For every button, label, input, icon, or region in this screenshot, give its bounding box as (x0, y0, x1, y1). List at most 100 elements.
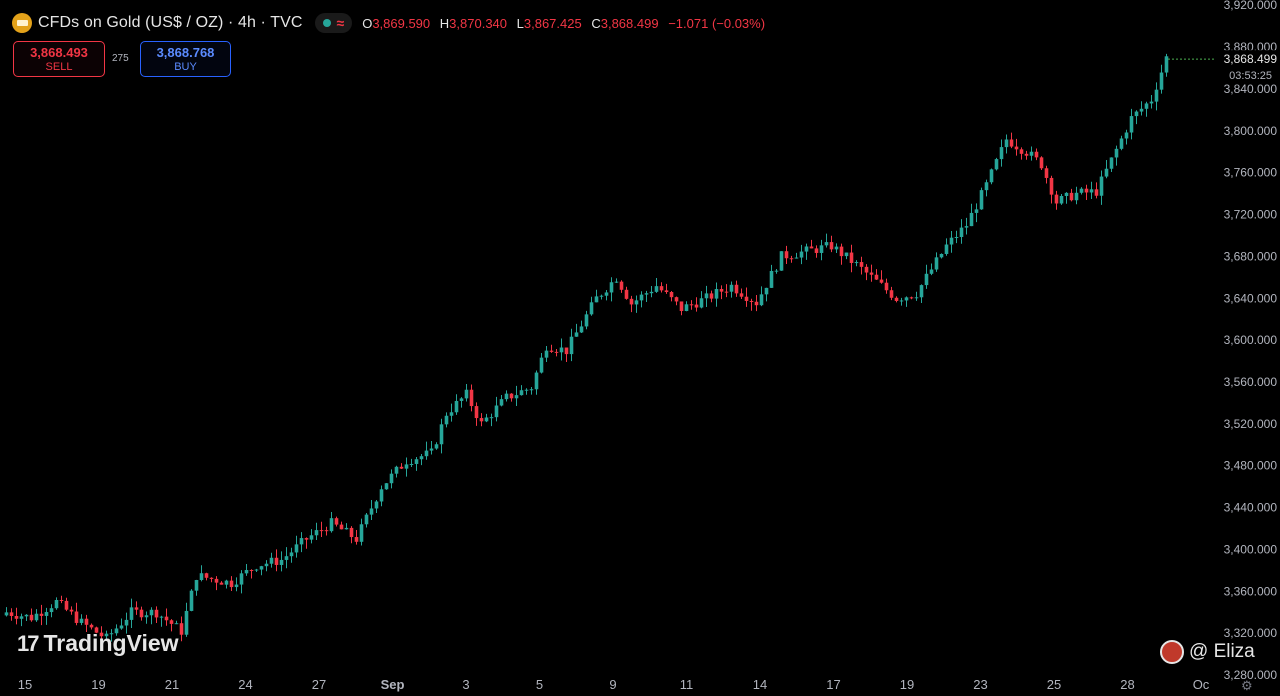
candle-body (394, 466, 399, 474)
candle-body (314, 530, 319, 536)
candle-body (1044, 168, 1049, 178)
candle-body (1029, 151, 1034, 156)
candle-body (429, 448, 434, 451)
candle-body (929, 269, 934, 274)
candle-body (444, 415, 449, 425)
candle-body (829, 242, 834, 250)
candle-body (269, 557, 274, 564)
candle-body (949, 237, 954, 245)
candle-body (149, 609, 154, 616)
candle-body (804, 246, 809, 252)
high-value: 3,870.340 (449, 15, 508, 31)
candle-body (749, 300, 754, 302)
candle-body (209, 577, 214, 579)
candle-body (9, 612, 14, 616)
candle-body (164, 616, 169, 621)
candle-body (864, 266, 869, 273)
candle-body (1094, 189, 1099, 196)
candle-body (279, 559, 284, 565)
candle-body (609, 282, 614, 293)
candle-body (134, 607, 139, 610)
candle-body (1134, 111, 1139, 117)
candle-body (479, 418, 484, 422)
candle-body (579, 326, 584, 333)
candle-body (1039, 157, 1044, 169)
price-tick-label: 3,400.000 (1224, 542, 1278, 556)
price-axis[interactable]: 3,280.000 3,320.000 3,360.000 3,400.000 3,44… (1224, 0, 1278, 682)
candle-body (774, 270, 779, 272)
candle-body (49, 608, 54, 613)
candle-body (424, 450, 429, 457)
close-label: C (591, 15, 601, 31)
candle-body (364, 514, 369, 525)
candle-body (724, 291, 729, 293)
candle-body (694, 304, 699, 308)
gold-bar-icon (12, 13, 32, 33)
candle-body (404, 464, 409, 469)
market-status[interactable]: ≈ (314, 13, 353, 33)
time-tick-label: 27 (312, 677, 326, 692)
candle-body (504, 393, 509, 400)
candle-body (34, 613, 39, 621)
candle-body (1129, 116, 1134, 133)
candle-body (779, 251, 784, 271)
candle-body (884, 282, 889, 291)
time-tick-label: 24 (238, 677, 252, 692)
time-tick-label: 9 (609, 677, 616, 692)
candle-body (69, 609, 74, 612)
candle-body (844, 252, 849, 257)
price-tick-label: 3,280.000 (1224, 668, 1278, 682)
candle-body (614, 281, 619, 283)
tradingview-logo[interactable]: 17 TradingView (17, 630, 179, 657)
candle-body (909, 297, 914, 299)
candle-body (964, 226, 969, 228)
symbol-title[interactable]: CFDs on Gold (US$ / OZ) · 4h · TVC (38, 14, 303, 31)
time-axis[interactable]: 15 19 21 24 27 Sep 3 5 9 11 14 17 19 23 25 28 Oc (18, 677, 1210, 692)
candle-body (349, 527, 354, 538)
candle-body (939, 253, 944, 258)
candle-body (514, 395, 519, 399)
candle-body (524, 389, 529, 391)
candle-body (544, 350, 549, 358)
price-tick-label: 3,640.000 (1224, 291, 1278, 305)
candle-body (114, 628, 119, 634)
symbol-header: CFDs on Gold (US$ / OZ) · 4h · TVC ≈ O3,… (12, 12, 771, 34)
price-tick-label: 3,800.000 (1224, 124, 1278, 138)
buy-button[interactable]: 3,868.768 BUY (140, 41, 231, 77)
sell-button[interactable]: 3,868.493 SELL (13, 41, 105, 77)
price-tick-label: 3,680.000 (1224, 249, 1278, 263)
price-tick-label: 3,920.000 (1224, 0, 1278, 12)
candle-body (734, 284, 739, 294)
candle-body (1149, 101, 1154, 104)
settings-gear-icon[interactable]: ⚙ (1241, 678, 1253, 693)
candle-body (954, 237, 959, 239)
flag-badge-icon (1160, 640, 1184, 664)
price-tick-label: 3,440.000 (1224, 501, 1278, 515)
candle-body (189, 590, 194, 611)
candle-body (409, 463, 414, 465)
candle-body (54, 600, 59, 609)
candle-body (344, 527, 349, 530)
price-tick-label: 3,720.000 (1224, 208, 1278, 222)
candle-body (309, 535, 314, 540)
candle-body (999, 147, 1004, 160)
candle-body (634, 300, 639, 305)
current-price-label: 3,868.499 (1224, 52, 1278, 66)
candle-body (84, 618, 89, 625)
candle-body (419, 456, 424, 460)
candle-body (584, 314, 589, 327)
candle-body (794, 257, 799, 259)
candle-body (934, 257, 939, 270)
candle-body (339, 524, 344, 530)
price-tick-label: 3,320.000 (1224, 626, 1278, 640)
candle-body (959, 227, 964, 238)
candle-body (254, 569, 259, 571)
price-tick-label: 3,560.000 (1224, 375, 1278, 389)
candle-body (649, 291, 654, 294)
candle-body (1019, 149, 1024, 154)
candle-body (679, 301, 684, 312)
candle-body (179, 623, 184, 635)
time-tick-label: Sep (381, 677, 405, 692)
candle-body (839, 246, 844, 257)
